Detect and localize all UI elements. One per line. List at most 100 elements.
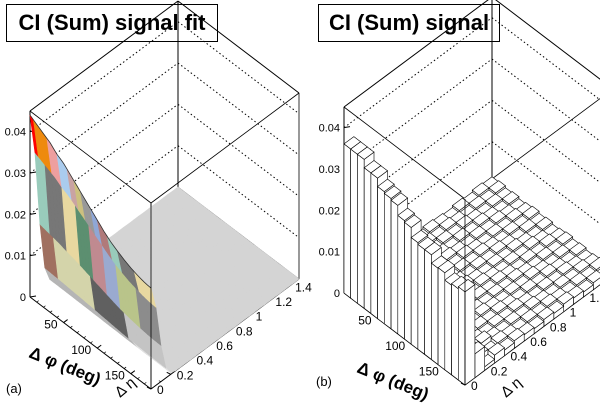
eta-tick-label: 1 xyxy=(256,310,263,324)
box-edge xyxy=(177,0,300,94)
eta-tick-label: 0.2 xyxy=(177,368,194,382)
phi-minor-tick xyxy=(117,361,120,364)
phi-tick-label: 50 xyxy=(358,314,372,328)
z-tick-label: 0 xyxy=(334,288,340,300)
lego-bar-top xyxy=(452,227,471,241)
box-edge xyxy=(343,0,489,108)
box-edge xyxy=(29,0,179,112)
lego-bar-top xyxy=(520,308,538,323)
z-tick-label: 0.04 xyxy=(5,127,26,139)
lego-bar-top xyxy=(503,311,522,325)
lego-bar-top xyxy=(539,293,558,307)
lego-bar-top xyxy=(536,276,554,290)
grid-line xyxy=(491,17,600,101)
lego-bar-top xyxy=(569,272,587,286)
lego-bar-front xyxy=(444,279,452,376)
lego-bar-top xyxy=(589,256,600,271)
surface-ridge-line xyxy=(29,114,152,289)
z-tick-label: 0.01 xyxy=(5,251,26,263)
lego-bar-top xyxy=(435,230,454,244)
grid-line xyxy=(491,58,600,142)
phi-minor-tick xyxy=(90,341,93,344)
phi-tick-label: 150 xyxy=(419,365,439,379)
phi-minor-tick xyxy=(130,371,134,374)
panel-a: 00.010.020.030.045010015000.20.40.60.811… xyxy=(5,0,312,401)
lego-bar-top xyxy=(568,242,587,256)
lego-bar-top xyxy=(486,253,504,267)
eta-tick-label: 0.8 xyxy=(550,320,567,334)
lego-bar-top xyxy=(473,272,491,286)
lego-bar-front xyxy=(457,286,466,386)
lego-bar-top xyxy=(471,182,490,196)
lego-bar-top xyxy=(469,225,487,239)
phi-axis-title: Δ φ (deg) xyxy=(27,343,104,389)
lego-bar-front xyxy=(410,236,419,350)
lego-bar-top xyxy=(572,259,591,273)
z-tick-label: 0.03 xyxy=(5,168,26,180)
lego-bar-top xyxy=(468,195,487,209)
lego-bar-top xyxy=(390,192,409,206)
lego-bar-top xyxy=(505,208,524,222)
eta-tick-label: 0.4 xyxy=(196,354,213,368)
phi-minor-tick xyxy=(103,351,107,354)
lego-bar-top xyxy=(485,223,504,237)
phi-minor-tick xyxy=(76,330,80,334)
lego-bar-top xyxy=(489,240,507,254)
eta-tick-label: 0.6 xyxy=(530,335,547,349)
grid-line xyxy=(343,58,493,170)
panel-label: (b) xyxy=(316,374,332,389)
lego-bar-top xyxy=(487,342,506,356)
phi-minor-tick xyxy=(36,300,39,303)
lego-bar-top xyxy=(370,165,389,179)
lego-bar-top xyxy=(404,214,422,228)
lego-bar-top xyxy=(437,259,456,274)
lego-bar-top xyxy=(535,246,554,260)
lego-bar-front xyxy=(377,185,385,325)
z-tick-label: 0.02 xyxy=(319,205,340,217)
lego-bar-top xyxy=(424,241,442,256)
lego-bar-top xyxy=(552,274,571,288)
phi-tick-label: 150 xyxy=(105,369,125,383)
eta-tick-label: 0.8 xyxy=(236,324,253,338)
lego-bar-top xyxy=(522,205,540,219)
eta-tick-label: 0.6 xyxy=(216,339,233,353)
lego-bar-top xyxy=(410,229,429,243)
z-tick-label: 0.01 xyxy=(319,247,340,259)
z-tick-label: 0.02 xyxy=(5,209,26,221)
box-edge xyxy=(29,110,152,204)
phi-minor-tick xyxy=(70,325,73,328)
lego-bar-front xyxy=(370,172,378,320)
grid-line xyxy=(343,17,493,129)
z-tick-label: 0.04 xyxy=(319,123,340,135)
lego-bar-top xyxy=(397,207,415,221)
eta-tick-label: 0 xyxy=(471,379,478,393)
lego-bar-front xyxy=(383,192,392,330)
z-tick-label: 0.03 xyxy=(319,164,340,176)
lego-bar-top xyxy=(519,278,538,293)
lego-bar-top xyxy=(422,219,440,233)
lego-bar-top xyxy=(507,328,525,342)
lego-bar-top xyxy=(489,270,508,284)
lego-bar-top xyxy=(486,283,505,297)
panel-a-title: CI (Sum) signal fit xyxy=(6,4,218,42)
phi-minor-tick xyxy=(123,366,127,369)
lego-bar-side xyxy=(464,283,476,386)
grid-line xyxy=(177,62,300,156)
phi-tick-label: 50 xyxy=(44,318,58,332)
lego-bar-top xyxy=(473,302,492,316)
lego-bar-top xyxy=(501,191,520,205)
lego-bar-top xyxy=(452,257,471,271)
grid-line xyxy=(177,21,300,115)
phi-minor-tick xyxy=(43,305,46,308)
eta-tick-label: 0 xyxy=(157,383,164,397)
eta-tick-label: 0.2 xyxy=(491,364,508,378)
grid-line xyxy=(343,99,493,211)
lego-bar-top xyxy=(383,185,402,199)
lego-bar-top xyxy=(539,263,557,277)
lego-bar-top xyxy=(503,281,521,295)
phi-minor-tick xyxy=(144,382,147,385)
lego-bar-top xyxy=(472,212,490,226)
lego-bar-top xyxy=(523,295,541,309)
